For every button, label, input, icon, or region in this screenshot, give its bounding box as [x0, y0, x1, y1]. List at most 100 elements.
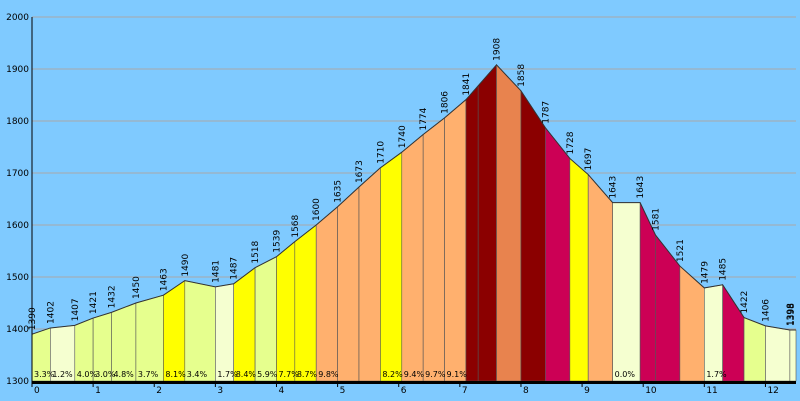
segment-26: [587, 173, 613, 382]
elevation-label-27: 1643: [636, 176, 646, 199]
elevation-label-15: 1673: [355, 160, 365, 183]
x-tick-label-11: 11: [706, 386, 717, 396]
y-tick-label-3: 1600: [6, 221, 29, 231]
elevation-label-11: 1539: [272, 230, 282, 253]
grade-labels: 3.3%1.2% 4.0%3.0%4.8% 3.7% 8.1% 3.4% 1.7%8.4%…: [34, 370, 727, 379]
segment-35: [789, 329, 797, 382]
y-tick-label-2: 1500: [6, 273, 29, 283]
x-tick-label-6: 6: [401, 386, 407, 396]
elevation-label-22: 1858: [517, 64, 527, 87]
grade-label-16: 8.2%: [382, 370, 403, 379]
segment-13: [315, 206, 338, 382]
y-tick-label-4: 1700: [6, 169, 29, 179]
y-tick-label-1: 1400: [6, 325, 29, 335]
elevation-label-1: 1402: [46, 301, 56, 324]
elevation-label-16: 1710: [376, 141, 386, 164]
x-axis: 0 1 2 3 4 5 6 7 8 9 10 11 12: [31, 381, 796, 396]
grade-label-19: 9.1%: [447, 370, 468, 379]
elevation-label-23: 1787: [541, 101, 551, 124]
x-tick-label-4: 4: [278, 386, 284, 396]
elevation-label-32: 1422: [740, 291, 750, 314]
elevation-label-31: 1485: [719, 258, 729, 281]
grade-label-5: 3.7%: [138, 370, 159, 379]
segment-33: [743, 317, 766, 382]
elevation-label-24: 1728: [566, 131, 576, 154]
segment-12: [294, 224, 317, 382]
elevation-label-3: 1421: [89, 291, 99, 314]
segment-5: [135, 294, 164, 382]
y-tick-label-6: 1900: [6, 65, 29, 75]
elevation-label-33: 1406: [761, 299, 771, 322]
x-tick-label-12: 12: [767, 386, 778, 396]
segment-16: [380, 151, 403, 382]
segment-34: [765, 325, 791, 382]
gradient-segments: [31, 64, 797, 382]
x-tick-label-5: 5: [340, 386, 346, 396]
grade-label-1: 1.2%: [52, 370, 73, 379]
grade-label-31: 1.7%: [706, 370, 727, 379]
elevation-label-35: 1398: [787, 303, 797, 326]
grade-label-18: 9.7%: [425, 370, 446, 379]
elevation-label-13: 1600: [312, 198, 322, 221]
y-tick-label-7: 2000: [6, 13, 29, 23]
segment-22: [496, 64, 522, 382]
elevation-label-25: 1697: [584, 148, 594, 171]
elevation-label-8: 1481: [211, 260, 221, 283]
segment-11: [276, 241, 296, 382]
grade-label-17: 9.4%: [404, 370, 425, 379]
grade-label-3: 3.0%: [95, 370, 116, 379]
elevation-label-0: 1390: [28, 307, 38, 330]
grade-label-27: 0.0%: [615, 370, 636, 379]
segment-15: [358, 167, 381, 382]
elevation-label-30: 1479: [700, 261, 710, 284]
segment-19: [444, 99, 467, 382]
y-tick-label-5: 1800: [6, 117, 29, 127]
segment-27: [612, 202, 641, 382]
segment-24: [545, 126, 571, 382]
x-tick-label-8: 8: [523, 386, 529, 396]
segment-10: [254, 256, 277, 382]
grade-label-10: 5.9%: [257, 370, 278, 379]
elevation-label-14: 1635: [334, 180, 344, 203]
y-tick-label-0: 1300: [6, 377, 29, 387]
grade-label-4: 4.8%: [113, 370, 134, 379]
elevation-label-17: 1740: [398, 125, 408, 148]
elevation-label-12: 1568: [291, 214, 301, 237]
x-tick-label-10: 10: [645, 386, 657, 396]
elevation-label-5: 1450: [132, 276, 142, 299]
segment-31: [704, 284, 723, 382]
elevation-label-28: 1581: [651, 208, 661, 231]
elevation-label-19: 1806: [441, 91, 451, 114]
x-tick-label-7: 7: [462, 386, 468, 396]
grade-label-13: 9.8%: [318, 370, 339, 379]
x-tick-label-1: 1: [95, 386, 101, 396]
elevation-label-6: 1463: [159, 268, 169, 291]
grade-label-11: 7.7%: [278, 370, 299, 379]
segment-6: [163, 280, 186, 382]
elevation-label-18: 1774: [419, 107, 429, 130]
segment-21: [477, 64, 497, 382]
segment-17: [401, 133, 424, 382]
segment-25: [569, 157, 589, 382]
elevation-label-7: 1490: [181, 253, 191, 276]
elevation-label-4: 1432: [107, 285, 117, 308]
x-tick-label-3: 3: [217, 386, 223, 396]
grade-label-7: 3.4%: [187, 370, 208, 379]
elevation-label-2: 1407: [71, 298, 81, 321]
grade-label-2: 4.0%: [77, 370, 98, 379]
elevation-label-29: 1521: [676, 239, 686, 262]
grade-label-9: 8.4%: [236, 370, 257, 379]
x-tick-label-9: 9: [584, 386, 590, 396]
x-tick-label-0: 0: [34, 386, 40, 396]
segment-18: [422, 117, 445, 382]
grade-label-8: 1.7%: [217, 370, 238, 379]
grade-label-6: 8.1%: [165, 370, 186, 379]
x-axis-bar: [32, 381, 796, 384]
segment-14: [337, 186, 360, 382]
elevation-label-20: 1841: [462, 73, 472, 96]
grade-label-0: 3.3%: [34, 370, 55, 379]
elevation-label-26: 1643: [609, 176, 619, 199]
profile-outline: [31, 64, 796, 335]
elevation-label-9: 1487: [230, 257, 240, 280]
